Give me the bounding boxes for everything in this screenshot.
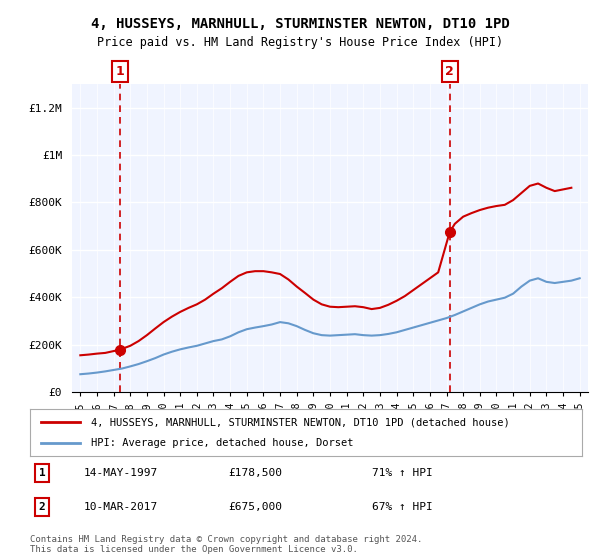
Text: 14-MAY-1997: 14-MAY-1997 [84, 468, 158, 478]
Text: 1: 1 [115, 65, 124, 78]
Text: 4, HUSSEYS, MARNHULL, STURMINSTER NEWTON, DT10 1PD (detached house): 4, HUSSEYS, MARNHULL, STURMINSTER NEWTON… [91, 417, 509, 427]
Text: 2: 2 [38, 502, 46, 512]
Text: 1: 1 [38, 468, 46, 478]
Text: HPI: Average price, detached house, Dorset: HPI: Average price, detached house, Dors… [91, 438, 353, 448]
Text: £178,500: £178,500 [228, 468, 282, 478]
Text: 71% ↑ HPI: 71% ↑ HPI [372, 468, 433, 478]
Text: Price paid vs. HM Land Registry's House Price Index (HPI): Price paid vs. HM Land Registry's House … [97, 36, 503, 49]
Text: 67% ↑ HPI: 67% ↑ HPI [372, 502, 433, 512]
Text: 2: 2 [445, 65, 454, 78]
Text: 10-MAR-2017: 10-MAR-2017 [84, 502, 158, 512]
Text: Contains HM Land Registry data © Crown copyright and database right 2024.
This d: Contains HM Land Registry data © Crown c… [30, 535, 422, 554]
Text: 4, HUSSEYS, MARNHULL, STURMINSTER NEWTON, DT10 1PD: 4, HUSSEYS, MARNHULL, STURMINSTER NEWTON… [91, 17, 509, 31]
Text: £675,000: £675,000 [228, 502, 282, 512]
